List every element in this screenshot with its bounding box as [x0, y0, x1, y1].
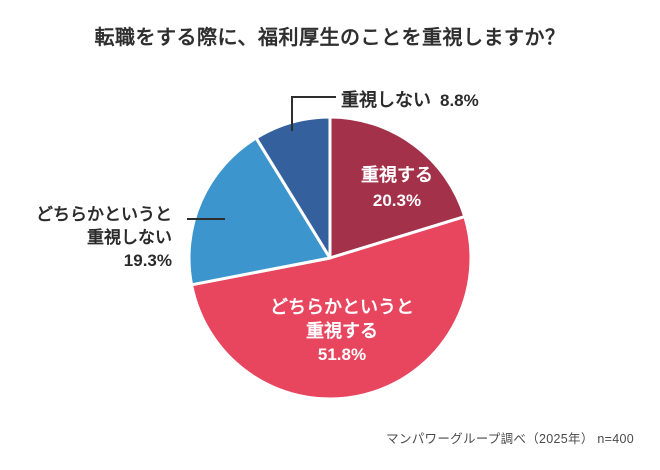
chart-title: 転職をする際に、福利厚生のことを重視しますか？	[94, 27, 566, 49]
slice-label-text-line1: どちらかというと	[36, 205, 172, 224]
slice-label-text-line2: 重視しない	[87, 228, 172, 247]
slice-label-somewhat-low: どちらかというと 重視しない 19.3%	[14, 203, 172, 272]
pie-slice-0	[328, 115, 467, 260]
slice-label-text: 重視する	[361, 165, 433, 185]
slice-label-value-high: 重視する 20.3%	[327, 162, 467, 214]
slice-percent: 20.3%	[372, 191, 422, 210]
pie-slice-1	[190, 215, 473, 401]
slice-percent: 8.8%	[440, 91, 479, 110]
slice-label-text-line2: 重視する	[306, 321, 378, 341]
slice-percent: 19.3%	[123, 251, 172, 270]
slice-label-text: 重視しない	[341, 90, 431, 110]
slice-percent: 51.8%	[317, 345, 367, 364]
source-note: マンパワーグループ調べ（2025年） n=400	[386, 432, 634, 446]
slice-label-text-line1: どちらかというと	[270, 297, 414, 317]
slice-label-value-low: 重視しない 8.8%	[341, 88, 479, 114]
leader-line-value-low	[291, 96, 336, 131]
slice-label-somewhat-high: どちらかというと 重視する 51.8%	[252, 295, 432, 367]
pie-slice-2	[187, 136, 332, 287]
